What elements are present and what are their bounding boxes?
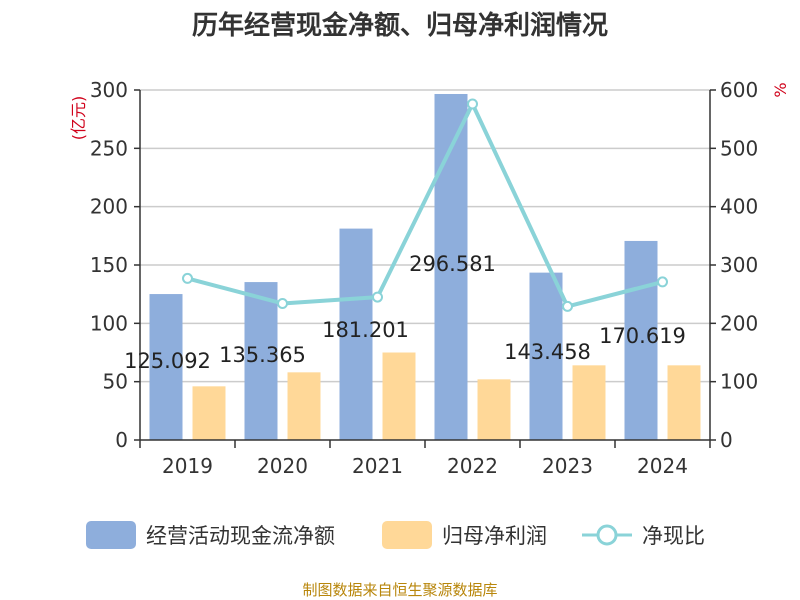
right-axis-tick-label: 200 [720, 311, 758, 335]
bar-net-profit [667, 365, 701, 440]
ratio-line [182, 98, 668, 312]
cashflow-data-label: 125.092 [124, 349, 211, 373]
legend-swatch-cashflow [86, 521, 136, 549]
bar-cashflow [529, 272, 563, 440]
axes: 0 50 100 150 200 250 300 0 100 200 300 400 500 600 201… [90, 78, 758, 478]
right-axis-tick-label: 600 [720, 78, 758, 102]
x-axis-tick-label: 2024 [637, 454, 688, 478]
ratio-point [182, 272, 193, 284]
source-note: 制图数据来自恒生聚源数据库 [302, 581, 497, 599]
legend: 经营活动现金流净额 归母净利润 净现比 [86, 521, 705, 549]
bar-net-profit [382, 352, 416, 440]
bar-cashflow [244, 282, 278, 440]
right-axis-unit: % [771, 82, 790, 97]
bar-net-profit [287, 372, 321, 440]
x-axis-tick-label: 2023 [542, 454, 593, 478]
grid-lines [140, 89, 710, 383]
left-axis-tick-label: 150 [90, 253, 128, 277]
cashflow-data-label: 296.581 [409, 252, 496, 276]
ratio-point [657, 276, 668, 288]
x-axis-tick-label: 2021 [352, 454, 403, 478]
cashflow-data-label: 170.619 [599, 324, 686, 348]
ratio-point [467, 98, 478, 110]
left-axis-tick-label: 250 [90, 136, 128, 160]
legend-marker-ratio [596, 524, 618, 546]
right-axis-tick-label: 400 [720, 195, 758, 219]
left-axis-tick-label: 200 [90, 195, 128, 219]
bar-cashflow [624, 240, 658, 440]
ratio-series-line [186, 102, 663, 309]
bar-cashflow [339, 228, 373, 440]
chart-title: 历年经营现金净额、归母净利润情况 [192, 10, 608, 41]
right-axis-tick-label: 500 [720, 136, 758, 160]
ratio-point [372, 291, 383, 303]
left-axis-tick-label: 100 [90, 311, 128, 335]
legend-swatch-profit [382, 521, 432, 549]
ratio-point [562, 300, 573, 312]
bar-net-profit [477, 379, 511, 440]
data-labels: 125.092 135.365 181.201 296.581 143.458 170.6… [124, 252, 686, 373]
x-axis-tick-label: 2019 [162, 454, 213, 478]
cashflow-data-label: 181.201 [322, 318, 409, 342]
bar-net-profit [192, 386, 226, 440]
x-axis-tick-label: 2020 [257, 454, 308, 478]
right-axis-tick-label: 300 [720, 253, 758, 277]
legend-label-profit: 归母净利润 [442, 524, 547, 548]
cashflow-data-label: 135.365 [219, 343, 306, 367]
right-axis-tick-label: 100 [720, 370, 758, 394]
bar-net-profit [572, 365, 606, 440]
bars [149, 93, 701, 440]
left-axis-tick-label: 300 [90, 78, 128, 102]
legend-label-ratio: 净现比 [642, 524, 705, 548]
right-axis-tick-label: 0 [720, 428, 733, 452]
legend-label-cashflow: 经营活动现金流净额 [146, 524, 335, 548]
cashflow-data-label: 143.458 [504, 340, 591, 364]
left-axis-unit: (亿元) [69, 96, 88, 141]
bar-cashflow [149, 294, 183, 440]
ratio-point [277, 298, 288, 309]
left-axis-tick-label: 0 [115, 428, 128, 452]
left-axis-tick-label: 50 [103, 370, 128, 394]
x-axis-tick-label: 2022 [447, 454, 498, 478]
